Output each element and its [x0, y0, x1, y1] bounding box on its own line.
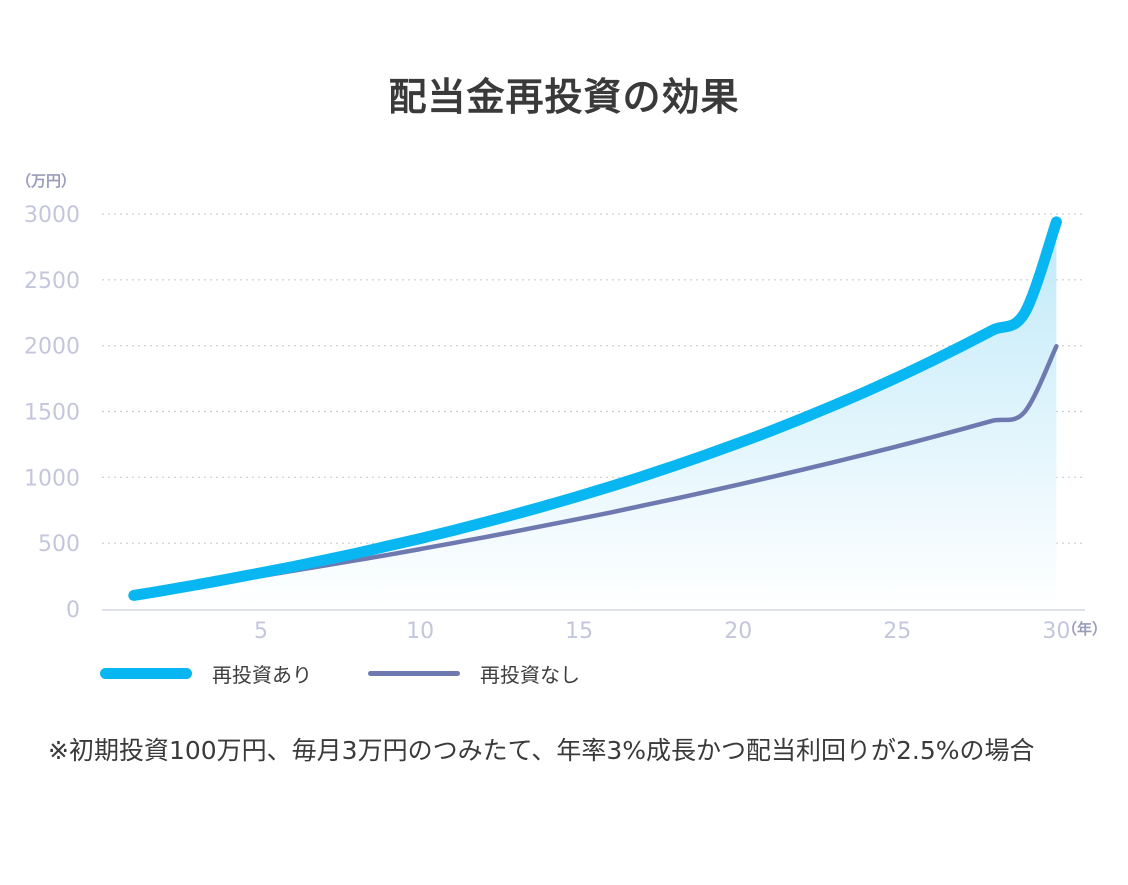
- chart-title: 配当金再投資の効果: [388, 75, 740, 119]
- legend-label-without-reinvest: 再投資なし: [480, 662, 580, 687]
- x-tick-label: 20: [724, 619, 752, 644]
- x-tick-label: 5: [254, 619, 268, 644]
- chart-svg: 0 500 1000 1500 2000 2500 3000 5 10 15 20 25 30 （万円） （…: [16, 172, 1107, 644]
- y-tick-label: 3000: [24, 203, 80, 228]
- legend-label-with-reinvest: 再投資あり: [212, 662, 312, 687]
- x-tick-label: 30: [1042, 619, 1070, 644]
- y-tick-label: 2000: [24, 335, 80, 360]
- area-with-reinvest: [133, 221, 1057, 609]
- y-tick-label: 0: [66, 598, 80, 623]
- legend: 再投資あり 再投資なし: [100, 658, 636, 688]
- y-tick-label: 2500: [24, 269, 80, 294]
- legend-item-with-reinvest: 再投資あり: [100, 659, 312, 688]
- legend-swatch-with-reinvest: [100, 667, 192, 679]
- legend-item-without-reinvest: 再投資なし: [368, 659, 580, 688]
- legend-swatch-without-reinvest: [368, 670, 460, 676]
- x-tick-label: 25: [883, 619, 911, 644]
- footnote: ※初期投資100万円、毎月3万円のつみたて、年率3%成長かつ配当利回りが2.5%…: [48, 736, 1035, 765]
- y-axis-unit-label: （万円）: [16, 172, 76, 190]
- x-tick-label: 15: [565, 619, 593, 644]
- x-axis-unit-label: （年）: [1062, 620, 1107, 638]
- y-tick-label: 1500: [24, 401, 80, 426]
- x-tick-label: 10: [406, 619, 434, 644]
- series-line-with-reinvest: [128, 216, 1062, 601]
- y-tick-label: 1000: [24, 466, 80, 491]
- y-tick-label: 500: [38, 532, 80, 557]
